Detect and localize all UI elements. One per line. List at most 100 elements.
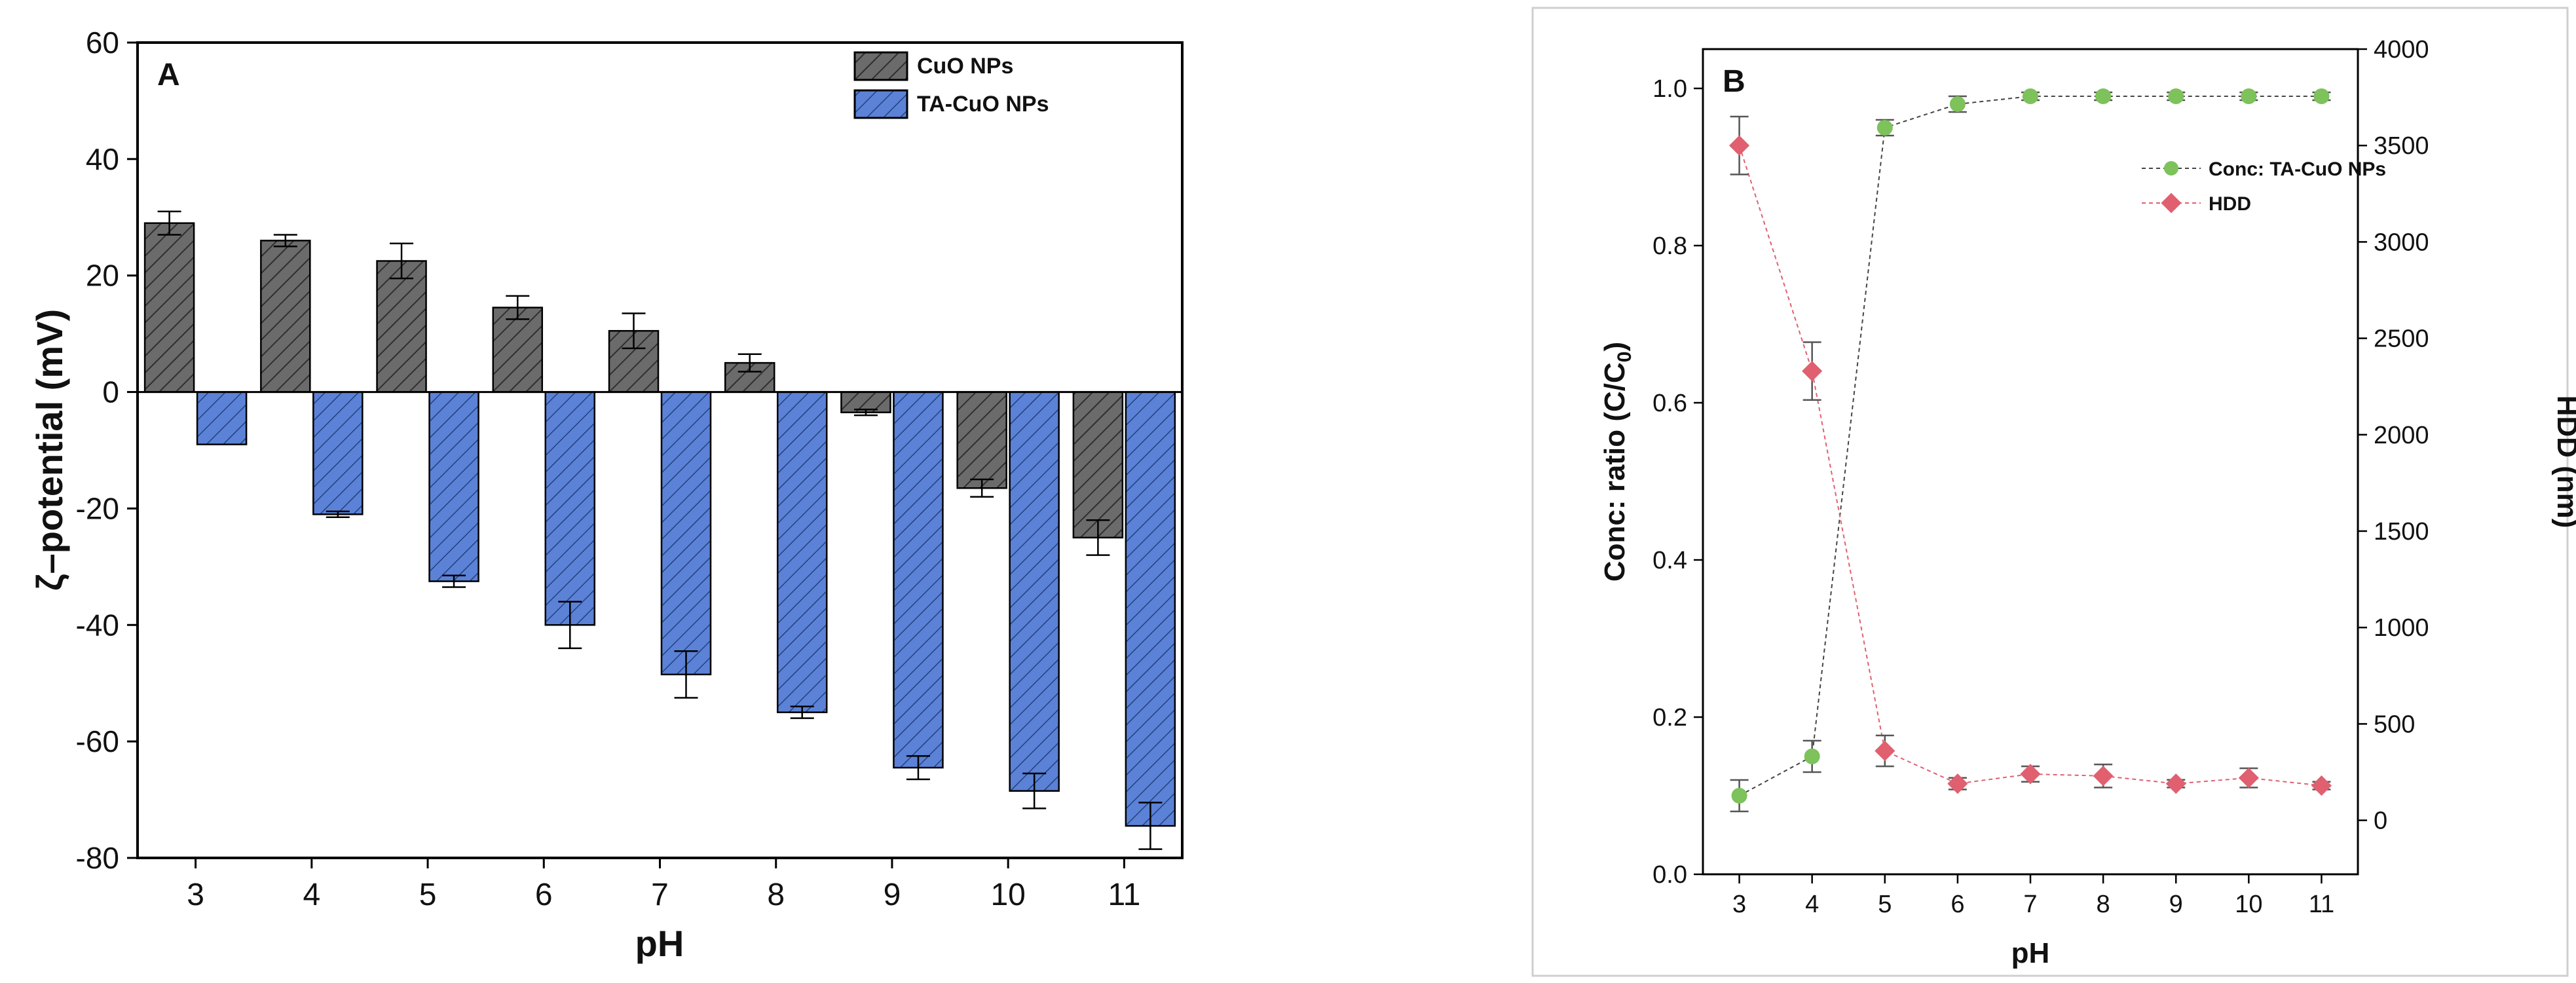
legend-label-conc: Conc: TA-CuO NPs [2209,158,2386,180]
panel-a-bars [143,210,1176,850]
y-tick-label-b-3: 0.6 [1652,390,1687,417]
error-bar-cuo-ph9 [853,409,878,417]
panel-b-legend: Conc: TA-CuO NPs HDD [2142,158,2386,215]
panel-a-chart: 3 4 5 6 7 8 9 10 11 -80 -60 -40 -20 0 20 40 60 A CuO NPs… [29,26,1184,964]
y2-tick-label-b-1500: 1500 [2374,518,2429,546]
y-tick-label-a--20: -20 [76,491,119,525]
bar-ta-cuo-ph8 [776,391,828,713]
point-hdd-ph11 [2311,775,2332,796]
x-tick-label-b-4: 4 [1805,891,1819,918]
point-hdd-ph3 [1728,135,1750,156]
error-bar-ta-cuo-ph8 [790,705,814,719]
point-hdd-ph4 [1802,361,1823,382]
legend-label-cuo: CuO NPs [917,54,1013,79]
point-conc-ph9 [2168,88,2184,104]
point-hdd-ph10 [2238,768,2259,788]
point-conc-ph3 [1731,788,1747,804]
y2-tick-label-b-3500: 3500 [2374,132,2429,160]
legend-label-hdd: HDD [2209,193,2251,215]
point-conc-ph7 [2023,88,2038,104]
panel-b-frame [1702,48,2359,876]
bar-cuo-ph3 [143,222,195,393]
x-tick-label-a-6: 6 [535,878,553,912]
y-tick-label-a-20: 20 [86,259,119,293]
x-tick-label-b-9: 9 [2169,891,2183,918]
bar-ta-cuo-ph5 [428,391,479,582]
x-tick-label-a-9: 9 [884,878,901,912]
panel-a-legend: CuO NPs TA-CuO NPs [853,51,1049,119]
error-bar-cuo-ph3 [157,210,181,236]
bar-cuo-ph10 [956,391,1007,489]
x-tick-label-a-5: 5 [419,878,437,912]
y2-tick-label-b-1000: 1000 [2374,614,2429,642]
y-tick-label-a--40: -40 [76,608,119,642]
point-conc-ph10 [2241,88,2257,104]
legend-swatch-ta-cuo [853,89,908,119]
y-tick-label-a--60: -60 [76,724,119,758]
bar-cuo-ph4 [260,240,311,393]
error-bar-ta-cuo-ph9 [906,755,930,781]
error-bar-ta-cuo-ph6 [558,601,582,650]
bar-ta-cuo-ph6 [544,391,596,626]
legend-label-ta-cuo: TA-CuO NPs [917,92,1049,117]
error-bar-ta-cuo-ph7 [674,650,698,699]
error-bar-cuo-ph7 [622,312,646,350]
error-bar-cuo-ph10 [970,478,994,498]
panel-a-y-label: ζ–potential (mV) [29,309,70,591]
panel-b-series [1728,88,2332,813]
panel-b-x-label: pH [2011,937,2050,969]
x-tick-label-a-10: 10 [990,878,1025,912]
panel-b-letter: B [1723,64,1745,99]
panel-b-y2-label: HDD (nm) [2551,396,2576,529]
bar-ta-cuo-ph7 [660,391,712,676]
point-conc-ph5 [1876,120,1893,136]
y2-tick-label-b-500: 500 [2374,711,2415,738]
error-bar-ta-cuo-ph5 [442,574,466,588]
error-bar-cuo-ph5 [390,242,414,280]
legend-swatch-cuo [853,51,908,81]
point-hdd-ph9 [2165,773,2186,794]
panel-a-axes: 3 4 5 6 7 8 9 10 11 -80 -60 -40 -20 0 20 40 60 [76,26,1182,912]
point-hdd-ph7 [2020,764,2041,785]
legend-marker-hdd [2161,193,2182,213]
series-line-hdd [1738,145,2322,787]
x-tick-label-b-11: 11 [2309,891,2334,918]
panel-a-x-label: pH [635,923,684,964]
point-hdd-ph8 [2093,766,2114,787]
error-bar-cuo-ph8 [737,353,762,373]
y-tick-label-a--80: -80 [76,841,119,875]
error-bar-cuo-ph6 [506,295,530,320]
error-bar-cuo-ph11 [1086,519,1110,556]
y2-tick-label-b-2000: 2000 [2374,422,2429,449]
bar-cuo-ph5 [376,260,427,393]
point-hdd-ph6 [1947,773,1968,794]
panel-b-y-label-main: Conc: ratio (C/C [1599,362,1631,582]
y-tick-label-b-4: 0.8 [1652,232,1687,260]
panel-b-y-label-sub: 0 [1614,352,1635,363]
x-tick-label-b-10: 10 [2235,891,2262,918]
x-tick-label-a-7: 7 [651,878,669,912]
x-tick-label-b-6: 6 [1951,891,1964,918]
bar-ta-cuo-ph9 [893,391,944,769]
x-tick-label-a-8: 8 [767,878,785,912]
panel-b-border [1531,7,2569,977]
y2-tick-label-b-2500: 2500 [2374,325,2429,353]
y-tick-label-a-0: 0 [102,375,119,409]
panel-a-letter: A [157,58,180,92]
y-tick-label-b-1: 0.2 [1652,704,1687,732]
bar-ta-cuo-ph4 [312,391,364,515]
x-tick-label-b-3: 3 [1732,891,1746,918]
y2-tick-label-b-3000: 3000 [2374,229,2429,256]
y2-tick-label-b-0: 0 [2374,807,2387,835]
x-tick-label-b-5: 5 [1878,891,1892,918]
x-tick-label-b-8: 8 [2097,891,2110,918]
y-tick-label-a-60: 60 [86,26,119,60]
x-tick-label-a-4: 4 [303,878,320,912]
bar-ta-cuo-ph11 [1125,391,1176,827]
panel-a-frame [136,41,1184,859]
error-bar-cuo-ph4 [273,234,297,248]
error-bar-ta-cuo-ph11 [1138,802,1163,850]
point-conc-ph4 [1804,749,1820,764]
x-tick-label-a-3: 3 [187,878,204,912]
